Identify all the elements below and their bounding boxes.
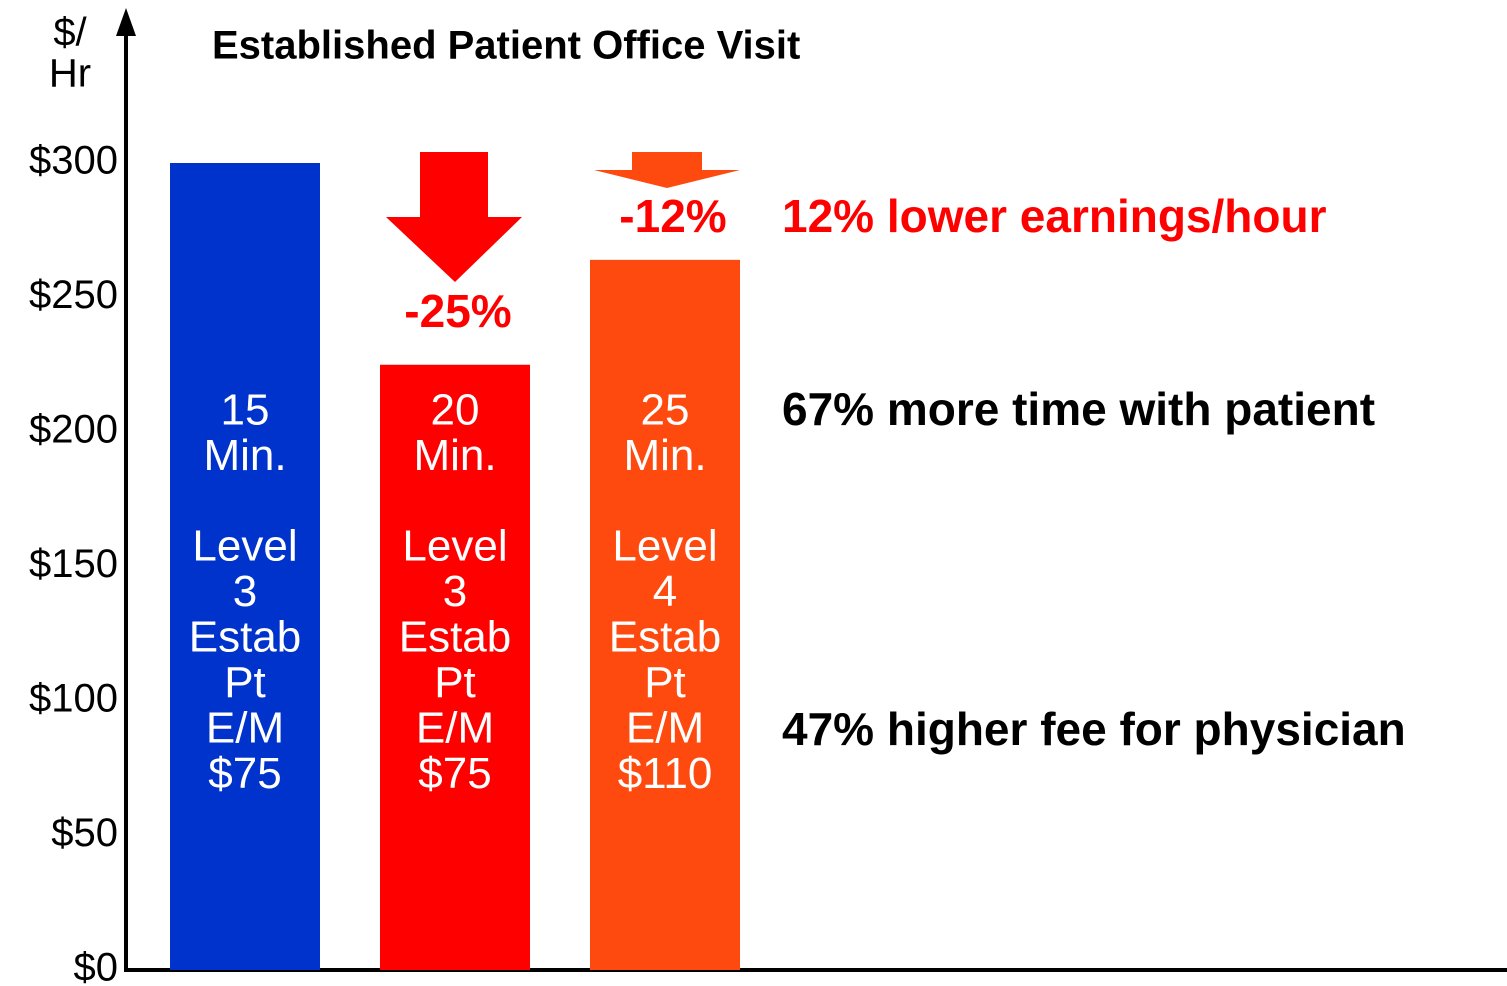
bar-label: E/M bbox=[626, 704, 704, 753]
y-tick-label: $300 bbox=[29, 139, 118, 183]
annotation: 12% lower earnings/hour bbox=[782, 190, 1327, 242]
bar-label: Level bbox=[192, 522, 297, 571]
bar-label: Pt bbox=[224, 658, 266, 707]
y-tick-label: $150 bbox=[29, 542, 118, 586]
y-tick-label: $50 bbox=[51, 811, 118, 855]
change-label: -25% bbox=[404, 285, 511, 337]
bar-label: E/M bbox=[416, 704, 494, 753]
bar-label: Estab bbox=[399, 613, 512, 662]
bar-label: 25 bbox=[641, 386, 690, 435]
decrease-arrow bbox=[594, 152, 740, 188]
y-tick-label: $200 bbox=[29, 408, 118, 452]
bar-label: Pt bbox=[644, 658, 686, 707]
bar bbox=[590, 259, 740, 971]
chart-title: Established Patient Office Visit bbox=[212, 24, 800, 68]
bar-label: 4 bbox=[653, 567, 677, 616]
decrease-arrow bbox=[386, 152, 522, 282]
change-label: -12% bbox=[619, 190, 726, 242]
bar-label: Min. bbox=[203, 431, 286, 480]
bar-label: 15 bbox=[221, 386, 270, 435]
y-axis-arrow bbox=[116, 8, 136, 36]
y-axis-label: Hr bbox=[49, 52, 91, 96]
bar bbox=[380, 364, 530, 970]
bar-label: Level bbox=[402, 522, 507, 571]
annotation: 67% more time with patient bbox=[782, 383, 1375, 435]
y-tick-label: $250 bbox=[29, 273, 118, 317]
bar-label: Estab bbox=[609, 613, 722, 662]
bar-label: Estab bbox=[189, 613, 302, 662]
bar-label: $110 bbox=[618, 749, 713, 798]
bar-label: Min. bbox=[413, 431, 496, 480]
y-tick-label: $0 bbox=[74, 946, 119, 986]
bar-label: $75 bbox=[418, 749, 491, 798]
y-axis-label: $/ bbox=[53, 11, 87, 55]
bar-label: E/M bbox=[206, 704, 284, 753]
bar-label: Min. bbox=[623, 431, 706, 480]
bar-label: 3 bbox=[443, 567, 467, 616]
bar-label: $75 bbox=[208, 749, 281, 798]
bar-label: Level bbox=[612, 522, 717, 571]
bar-label: 20 bbox=[431, 386, 480, 435]
bar bbox=[170, 163, 320, 970]
annotation: 47% higher fee for physician bbox=[782, 703, 1406, 755]
y-tick-label: $100 bbox=[29, 677, 118, 721]
bar-label: 3 bbox=[233, 567, 257, 616]
bar-label: Pt bbox=[434, 658, 476, 707]
